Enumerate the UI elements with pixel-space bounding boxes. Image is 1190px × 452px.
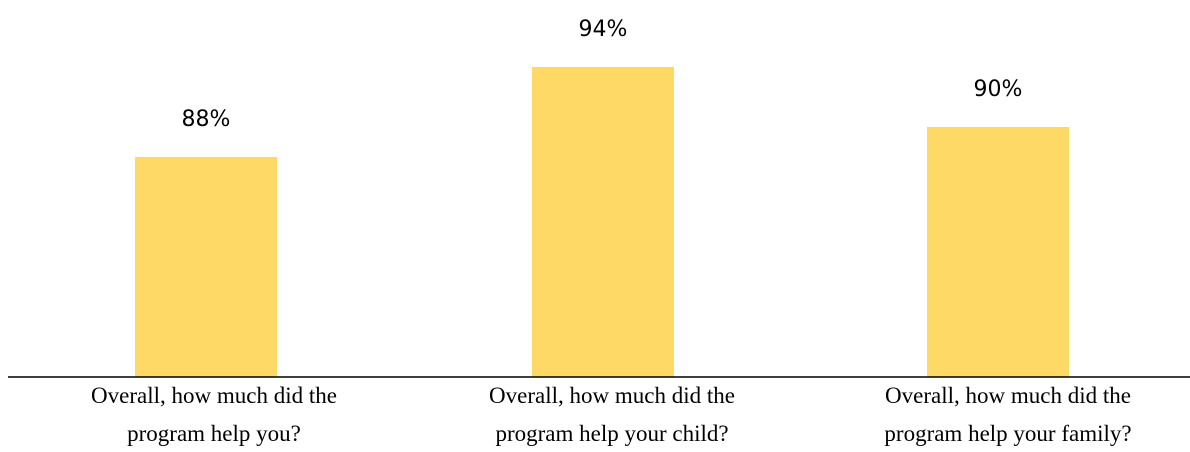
- category-label-3-line-2: program help your family?: [884, 421, 1131, 446]
- bar-1: [135, 156, 277, 377]
- data-labels-group: 88% 94% 90%: [182, 17, 1023, 132]
- data-label-2: 94%: [579, 17, 628, 42]
- category-label-1-line-1: Overall, how much did the: [91, 383, 337, 408]
- data-label-1: 88%: [182, 107, 231, 132]
- bar-2: [532, 66, 674, 377]
- data-label-3: 90%: [974, 77, 1023, 102]
- category-label-3-line-1: Overall, how much did the: [885, 383, 1131, 408]
- category-label-2-line-2: program help your child?: [495, 421, 728, 446]
- category-label-1-line-2: program help you?: [127, 421, 301, 446]
- bar-3: [927, 126, 1069, 377]
- category-labels-group: Overall, how much did the program help yo…: [91, 383, 1132, 446]
- bars-group: [135, 66, 1069, 377]
- category-label-2-line-1: Overall, how much did the: [489, 383, 735, 408]
